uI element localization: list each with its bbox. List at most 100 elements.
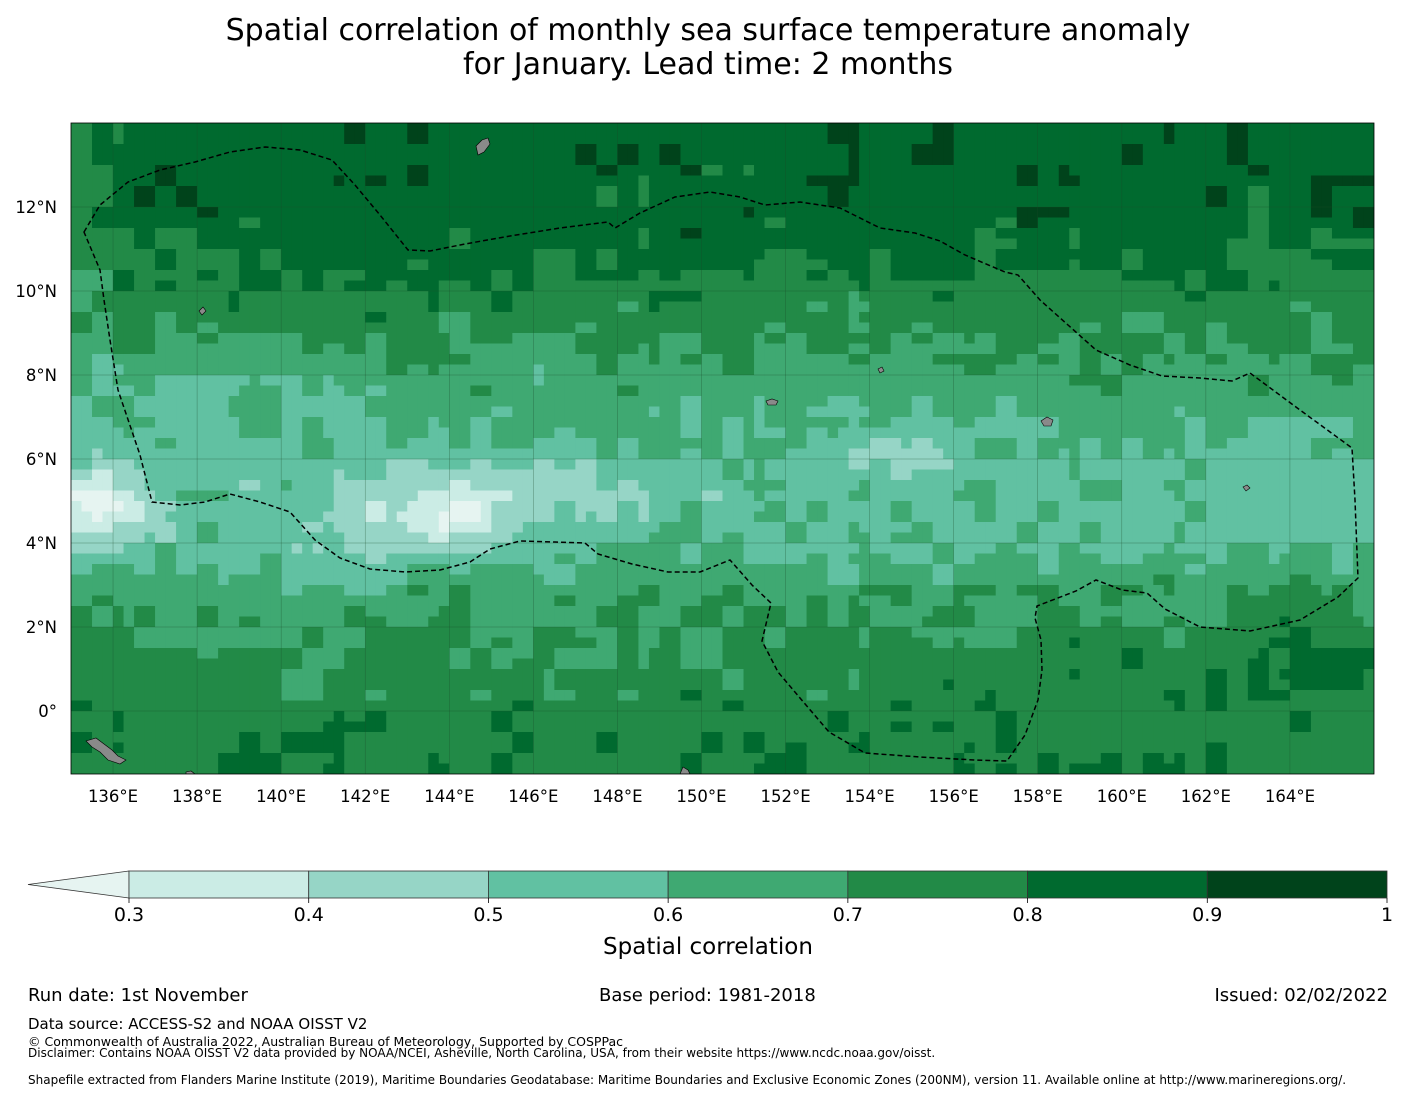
- heatmap-cell: [1069, 501, 1081, 512]
- heatmap-cell: [71, 280, 83, 292]
- heatmap-cell: [711, 144, 723, 155]
- heatmap-cell: [554, 144, 566, 155]
- heatmap-cell: [1163, 280, 1175, 292]
- heatmap-cell: [901, 123, 913, 134]
- heatmap-cell: [291, 165, 303, 176]
- heatmap-cell: [1037, 322, 1049, 334]
- heatmap-cell: [932, 469, 944, 481]
- heatmap-cell: [396, 280, 408, 292]
- heatmap-cell: [985, 417, 997, 428]
- heatmap-cell: [838, 291, 850, 302]
- heatmap-cell: [1216, 259, 1228, 271]
- heatmap-cell: [848, 417, 860, 428]
- heatmap-cell: [312, 406, 324, 418]
- heatmap-cell: [1352, 165, 1364, 176]
- heatmap-cell: [365, 354, 377, 365]
- heatmap-cell: [1289, 375, 1301, 386]
- heatmap-cell: [207, 459, 219, 470]
- heatmap-cell: [806, 196, 818, 208]
- heatmap-cell: [470, 207, 482, 218]
- heatmap-cell: [1195, 385, 1207, 397]
- heatmap-cell: [806, 312, 818, 323]
- heatmap-cell: [880, 417, 892, 428]
- heatmap-cell: [323, 165, 335, 176]
- heatmap-cell: [575, 196, 587, 208]
- heatmap-cell: [354, 175, 366, 187]
- heatmap-cell: [291, 186, 303, 197]
- heatmap-cell: [890, 291, 902, 302]
- heatmap-cell: [743, 417, 755, 428]
- heatmap-cell: [1016, 228, 1028, 239]
- heatmap-cell: [1132, 123, 1144, 134]
- heatmap-cell: [218, 280, 230, 292]
- heatmap-cell: [869, 343, 881, 355]
- heatmap-cell: [764, 123, 776, 134]
- heatmap-cell: [102, 448, 114, 460]
- heatmap-cell: [922, 354, 934, 365]
- heatmap-cell: [1006, 249, 1018, 260]
- heatmap-cell: [207, 417, 219, 428]
- heatmap-cell: [701, 259, 713, 271]
- heatmap-cell: [1174, 364, 1186, 376]
- heatmap-cell: [554, 270, 566, 281]
- heatmap-cell: [606, 469, 618, 481]
- heatmap-cell: [911, 133, 923, 145]
- heatmap-cell: [1027, 291, 1039, 302]
- heatmap-cell: [859, 270, 871, 281]
- heatmap-cell: [438, 459, 450, 470]
- heatmap-cell: [796, 343, 808, 355]
- heatmap-cell: [533, 207, 545, 218]
- heatmap-cell: [302, 354, 314, 365]
- heatmap-cell: [985, 207, 997, 218]
- heatmap-cell: [365, 333, 377, 344]
- heatmap-cell: [932, 427, 944, 439]
- heatmap-cell: [228, 123, 240, 134]
- heatmap-cell: [922, 249, 934, 260]
- heatmap-cell: [564, 385, 576, 397]
- heatmap-cell: [974, 501, 986, 512]
- heatmap-cell: [176, 196, 188, 208]
- heatmap-cell: [71, 270, 83, 281]
- heatmap-cell: [690, 301, 702, 313]
- heatmap-cell: [848, 448, 860, 460]
- heatmap-cell: [932, 217, 944, 229]
- heatmap-cell: [386, 511, 398, 523]
- heatmap-cell: [176, 396, 188, 407]
- heatmap-cell: [92, 238, 104, 250]
- heatmap-cell: [533, 522, 545, 533]
- heatmap-cell: [680, 438, 692, 449]
- heatmap-cell: [648, 291, 660, 302]
- heatmap-cell: [890, 448, 902, 460]
- heatmap-cell: [302, 207, 314, 218]
- heatmap-cell: [1142, 312, 1154, 323]
- heatmap-cell: [155, 448, 167, 460]
- heatmap-cell: [228, 333, 240, 344]
- heatmap-cell: [1079, 427, 1091, 439]
- heatmap-cell: [1153, 238, 1165, 250]
- heatmap-cell: [974, 133, 986, 145]
- heatmap-cell: [1006, 396, 1018, 407]
- heatmap-cell: [1111, 448, 1123, 460]
- heatmap-cell: [995, 396, 1007, 407]
- heatmap-cell: [302, 123, 314, 134]
- heatmap-cell: [1090, 511, 1102, 523]
- heatmap-cell: [281, 133, 293, 145]
- heatmap-cell: [953, 427, 965, 439]
- heatmap-cell: [176, 270, 188, 281]
- heatmap-cell: [575, 154, 587, 166]
- heatmap-cell: [449, 238, 461, 250]
- heatmap-cell: [669, 133, 681, 145]
- heatmap-cell: [134, 490, 146, 502]
- heatmap-cell: [838, 259, 850, 271]
- heatmap-cell: [1216, 291, 1228, 302]
- heatmap-cell: [1184, 312, 1196, 323]
- heatmap-cell: [239, 228, 251, 239]
- heatmap-cell: [1111, 417, 1123, 428]
- heatmap-cell: [228, 501, 240, 512]
- heatmap-cell: [733, 354, 745, 365]
- heatmap-cell: [974, 228, 986, 239]
- heatmap-cell: [459, 207, 471, 218]
- heatmap-cell: [249, 228, 261, 239]
- heatmap-cell: [796, 396, 808, 407]
- heatmap-cell: [428, 354, 440, 365]
